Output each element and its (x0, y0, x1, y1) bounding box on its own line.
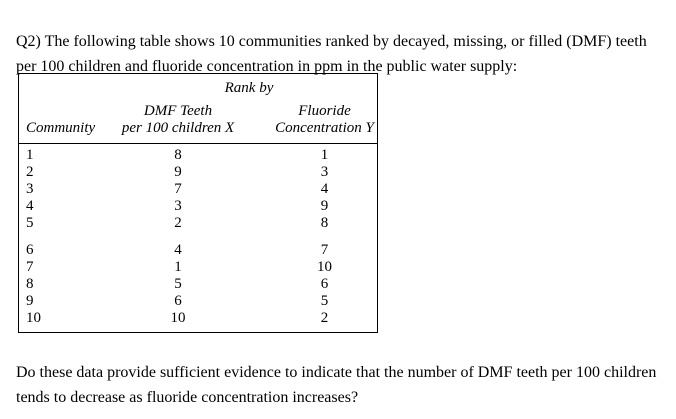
table-row: 2 9 3 (19, 164, 377, 181)
fluoride-rank-cell: 7 (320, 242, 329, 258)
dmf-fluoride-table: Rank by Community DMF Teeth per 100 chil… (18, 73, 378, 333)
fluoride-rank-cell: 1 (320, 147, 329, 163)
table-header: Rank by Community DMF Teeth per 100 chil… (19, 74, 377, 144)
fluoride-rank-cell: 6 (320, 276, 329, 292)
table-row: 6 4 7 (19, 242, 377, 259)
community-cell: 9 (26, 293, 34, 309)
dmf-rank-cell: 9 (174, 164, 182, 180)
dmf-rank-cell: 8 (174, 147, 182, 163)
dmf-rank-cell: 6 (174, 293, 182, 309)
community-cell: 3 (26, 181, 34, 197)
table-row: 5 2 8 (19, 215, 377, 232)
dmf-rank-cell: 10 (170, 310, 186, 326)
community-cell: 4 (26, 198, 34, 214)
fluoride-rank-cell: 3 (320, 164, 329, 180)
dmf-rank-cell: 1 (174, 259, 182, 275)
column-header-dmf-line1: DMF Teeth (143, 103, 213, 119)
column-header-fluoride-line2: Concentration Y (275, 120, 374, 136)
fluoride-rank-cell: 10 (317, 259, 332, 275)
row-group-gap (19, 232, 377, 242)
table-row: 9 6 5 (19, 293, 377, 310)
dmf-rank-cell: 2 (174, 215, 182, 231)
table-body: 1 8 1 2 9 3 3 7 4 4 3 9 5 2 8 (19, 144, 377, 327)
column-header-fluoride-line1: Fluoride (298, 103, 351, 119)
community-cell: 2 (26, 164, 34, 180)
table-row: 3 7 4 (19, 181, 377, 198)
dmf-rank-cell: 7 (174, 181, 182, 197)
column-header-dmf-line2: per 100 children X (121, 120, 235, 136)
community-cell: 8 (26, 276, 34, 292)
table-row: 7 1 10 (19, 259, 377, 276)
dmf-rank-cell: 3 (174, 198, 182, 214)
table-row: 4 3 9 (19, 198, 377, 215)
column-headers-row: Community DMF Teeth per 100 children X F… (19, 103, 377, 137)
table-row: 1 8 1 (19, 147, 377, 164)
fluoride-rank-cell: 2 (320, 310, 329, 326)
community-cell: 5 (26, 215, 34, 231)
question-prompt-text: Do these data provide sufficient evidenc… (16, 364, 657, 406)
community-cell: 1 (26, 147, 34, 163)
column-header-dmf-teeth: DMF Teeth per 100 children X (104, 103, 252, 137)
table-row: 10 10 2 (19, 310, 377, 327)
column-header-community: Community (26, 120, 96, 136)
table-row: 8 5 6 (19, 276, 377, 293)
question-intro-text: Q2) The following table shows 10 communi… (16, 33, 647, 75)
community-cell: 6 (26, 242, 34, 258)
fluoride-rank-cell: 8 (320, 215, 329, 231)
fluoride-rank-cell: 4 (320, 181, 329, 197)
community-cell: 10 (26, 310, 41, 326)
rank-by-spanner-label: Rank by (224, 80, 274, 96)
column-header-fluoride: Fluoride Concentration Y (252, 103, 377, 137)
community-cell: 7 (26, 259, 34, 275)
fluoride-rank-cell: 9 (320, 198, 329, 214)
fluoride-rank-cell: 5 (320, 293, 329, 309)
dmf-rank-cell: 4 (174, 242, 182, 258)
dmf-rank-cell: 5 (174, 276, 182, 292)
